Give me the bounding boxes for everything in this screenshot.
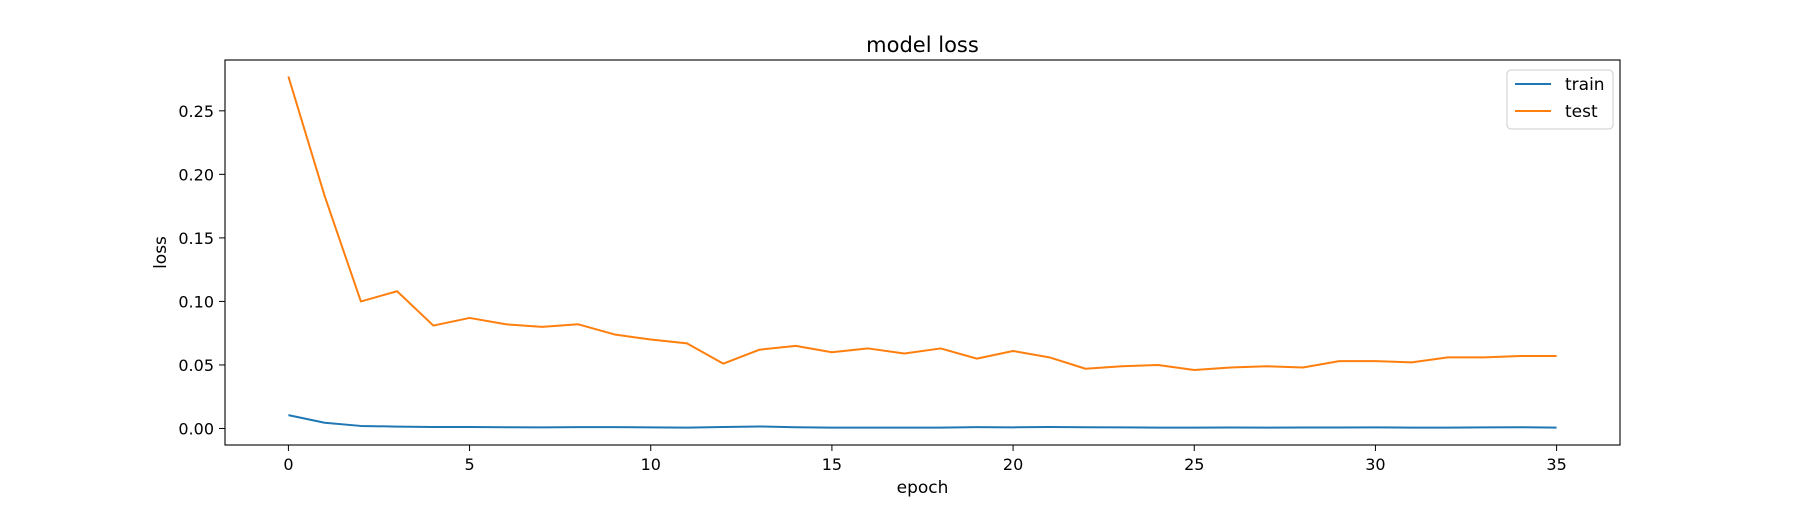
y-tick-label: 0.20 <box>178 165 214 184</box>
series-layer <box>287 76 1557 429</box>
legend-train-label: train <box>1565 75 1605 95</box>
y-tick-label: 0.05 <box>178 356 214 375</box>
x-tick-label: 15 <box>822 455 842 474</box>
x-tick-label: 35 <box>1546 455 1566 474</box>
plot-frame <box>224 59 1621 446</box>
x-tick-label: 5 <box>464 455 474 474</box>
chart-title: model loss <box>866 33 979 57</box>
y-axis-label: loss <box>151 236 171 269</box>
series-line-train <box>288 414 1557 429</box>
x-tick-label: 25 <box>1184 455 1204 474</box>
legend-test-label: test <box>1565 102 1598 122</box>
x-tick-label: 30 <box>1365 455 1385 474</box>
x-axis-label: epoch <box>897 478 949 498</box>
x-axis: 0 5 10 15 20 25 30 35 <box>283 445 1567 474</box>
y-axis: 0.00 0.05 0.10 0.15 0.20 0.25 <box>178 102 225 438</box>
x-tick-label: 20 <box>1003 455 1023 474</box>
legend: train test <box>1506 69 1614 130</box>
y-tick-label: 0.10 <box>178 292 214 311</box>
plot-area-background <box>225 60 1620 445</box>
y-tick-label: 0.15 <box>178 229 214 248</box>
y-tick-label: 0.25 <box>178 102 214 121</box>
series-line-test <box>287 76 1557 372</box>
x-tick-label: 10 <box>641 455 661 474</box>
y-tick-label: 0.00 <box>178 419 214 438</box>
x-tick-label: 0 <box>283 455 293 474</box>
